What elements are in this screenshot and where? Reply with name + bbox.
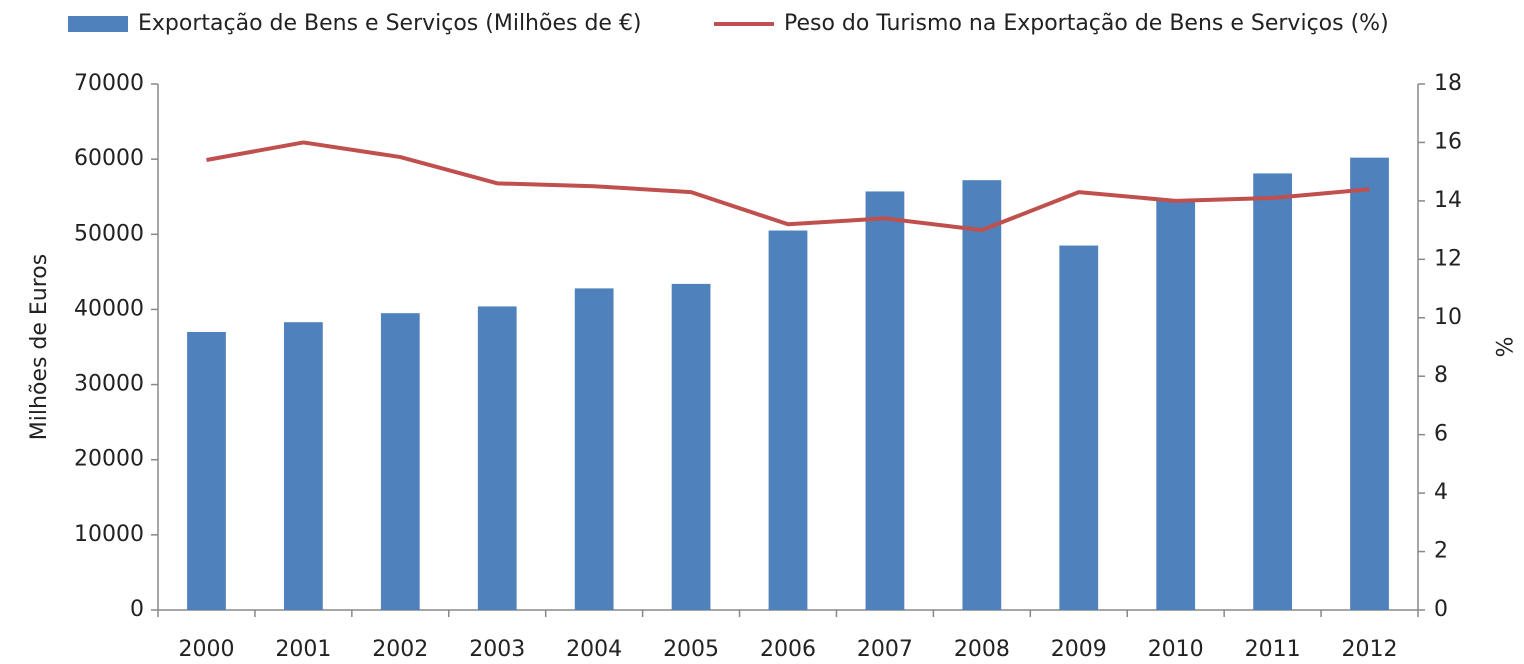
y2-tick-label: 10 [1434, 305, 1462, 330]
y-tick-label: 10000 [74, 522, 144, 547]
legend-swatch [68, 16, 128, 32]
y-tick-label: 20000 [74, 447, 144, 472]
y-tick-label: 30000 [74, 372, 144, 397]
y2-tick-label: 0 [1434, 597, 1448, 622]
x-tick-label: 2001 [275, 637, 331, 662]
y2-tick-label: 16 [1434, 129, 1462, 154]
x-tick-label: 2005 [663, 637, 719, 662]
bar [284, 322, 323, 610]
legend-label: Peso do Turismo na Exportação de Bens e … [784, 11, 1389, 36]
x-tick-label: 2007 [857, 637, 913, 662]
y2-axis-label: % [1490, 337, 1515, 358]
x-tick-label: 2000 [178, 637, 234, 662]
y2-tick-label: 4 [1434, 480, 1448, 505]
x-tick-label: 2012 [1342, 637, 1398, 662]
bar [1253, 173, 1292, 611]
line [206, 140, 1370, 233]
x-tick-label: 2002 [372, 637, 428, 662]
bar [1156, 200, 1196, 610]
legend-label: Exportação de Bens e Serviços (Milhões d… [138, 11, 642, 36]
bar [962, 180, 1002, 610]
x-tick-label: 2009 [1051, 637, 1107, 662]
bar [477, 306, 517, 610]
y-axis-label: Milhões de Euros [27, 254, 52, 440]
bar [865, 191, 905, 610]
bar [380, 313, 420, 610]
bar [574, 288, 614, 610]
y-tick-label: 0 [130, 597, 144, 622]
x-tick-label: 2003 [469, 637, 525, 662]
y-tick-label: 40000 [74, 296, 144, 321]
y2-tick-label: 2 [1434, 539, 1448, 564]
bar [187, 331, 226, 610]
bar [768, 230, 808, 610]
y2-tick-label: 14 [1434, 188, 1462, 213]
y-tick-label: 70000 [74, 71, 144, 96]
y2-tick-label: 12 [1434, 246, 1462, 271]
x-tick-label: 2006 [760, 637, 816, 662]
y2-tick-label: 8 [1434, 363, 1448, 388]
y-tick-label: 60000 [74, 146, 144, 171]
y-tick-label: 50000 [74, 221, 144, 246]
bar [1059, 245, 1099, 611]
bar [1350, 157, 1389, 610]
bar [671, 283, 711, 610]
x-tick-label: 2011 [1245, 637, 1301, 662]
y2-tick-label: 18 [1434, 71, 1462, 96]
y2-tick-label: 6 [1434, 422, 1448, 447]
x-tick-label: 2008 [954, 637, 1010, 662]
x-tick-label: 2004 [566, 637, 622, 662]
x-tick-label: 2010 [1148, 637, 1204, 662]
